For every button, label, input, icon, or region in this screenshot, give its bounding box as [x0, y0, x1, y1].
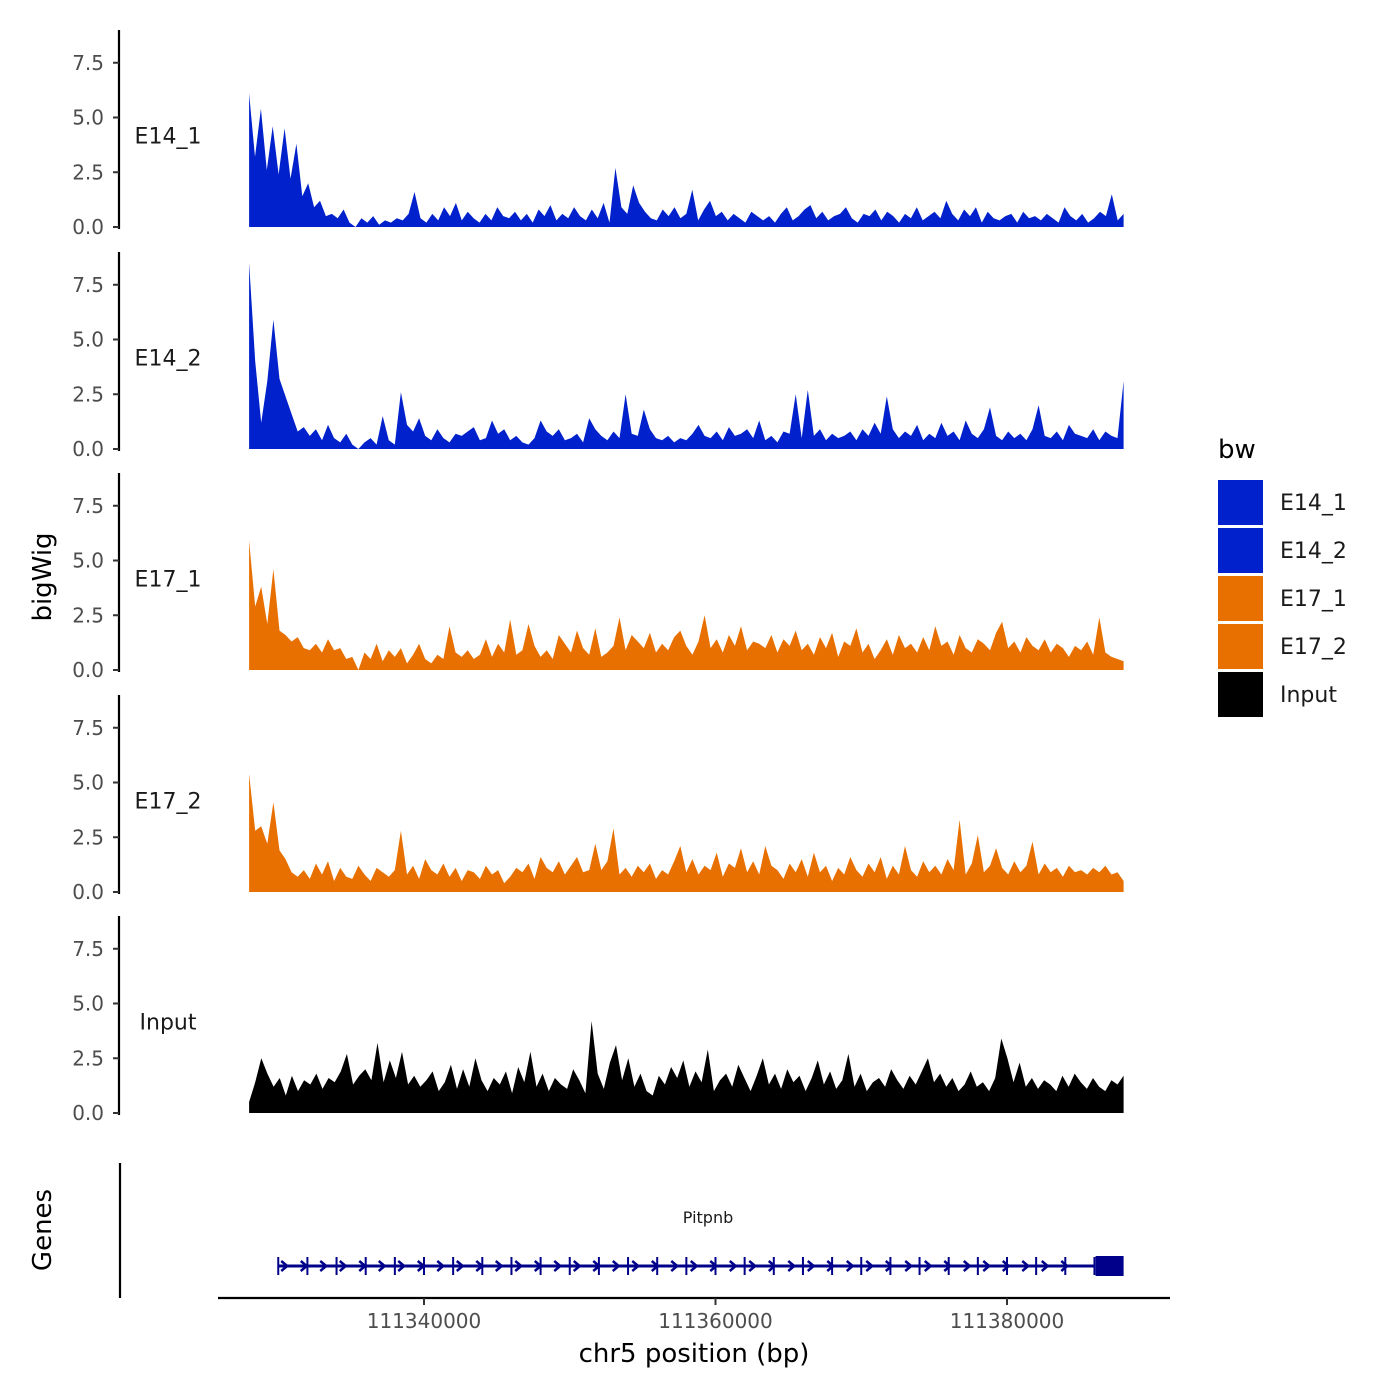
x-tick-label: 111380000: [950, 1309, 1065, 1333]
y-tick-label: 5.0: [72, 549, 104, 573]
x-axis: 111340000 111360000 111380000: [218, 1296, 1170, 1333]
track-Input: 0.0 2.5 5.0 7.5 Input: [72, 916, 1124, 1125]
strand-arrow: [377, 1260, 387, 1272]
strand-arrow: [280, 1260, 290, 1272]
track-E17_1: 0.0 2.5 5.0 7.5 E17_1: [72, 473, 1124, 682]
strand-arrow: [728, 1260, 738, 1272]
x-axis-title: chr5 position (bp): [579, 1339, 810, 1369]
y-axis-title: bigWig: [28, 532, 58, 621]
strand-arrow: [1040, 1260, 1050, 1272]
y-tick-label: 2.5: [72, 382, 104, 406]
track-label: E14_2: [135, 347, 202, 372]
y-tick-label: 2.5: [72, 603, 104, 627]
legend-swatch: [1218, 480, 1263, 525]
y-tick-label: 7.5: [72, 494, 104, 518]
coverage-area-E17_2: [249, 773, 1124, 892]
track-label: E17_2: [135, 790, 202, 815]
strand-arrow: [865, 1260, 875, 1272]
genes-axis-title: Genes: [28, 1189, 58, 1271]
strand-arrow: [338, 1260, 348, 1272]
strand-arrow: [943, 1260, 953, 1272]
y-tick-label: 0.0: [72, 437, 104, 461]
strand-arrow: [611, 1260, 621, 1272]
bigwig-tracks: 0.0 2.5 5.0 7.5 E14_1 0.0 2.5 5.0 7.5 E14_2 0.0 2.5…: [72, 30, 1124, 1125]
legend-label: E14_1: [1280, 491, 1347, 516]
strand-arrow: [845, 1260, 855, 1272]
strand-arrow: [436, 1260, 446, 1272]
track-label: E17_1: [135, 568, 202, 593]
strand-arrow: [982, 1260, 992, 1272]
legend-title: bw: [1218, 435, 1256, 465]
strand-arrow: [904, 1260, 914, 1272]
coverage-area-E14_1: [249, 93, 1124, 228]
legend: bw E14_1 E14_2 E17_1 E17_2 Input: [1218, 435, 1347, 717]
strand-arrow: [670, 1260, 680, 1272]
y-tick-label: 2.5: [72, 825, 104, 849]
y-tick-label: 7.5: [72, 273, 104, 297]
legend-label: E17_1: [1280, 587, 1347, 612]
strand-arrow: [1001, 1260, 1011, 1272]
strand-arrow: [553, 1260, 563, 1272]
y-tick-label: 2.5: [72, 160, 104, 184]
y-tick-label: 5.0: [72, 106, 104, 130]
track-E14_1: 0.0 2.5 5.0 7.5 E14_1: [72, 30, 1124, 239]
strand-arrow: [1060, 1260, 1070, 1272]
strand-arrow: [962, 1260, 972, 1272]
y-tick-label: 7.5: [72, 51, 104, 75]
y-tick-label: 7.5: [72, 716, 104, 740]
gene-track: Genes Pitpnb: [28, 1163, 1124, 1298]
strand-arrow: [572, 1260, 582, 1272]
track-E17_2: 0.0 2.5 5.0 7.5 E17_2: [72, 695, 1124, 904]
legend-swatch: [1218, 528, 1263, 573]
legend-swatch: [1218, 624, 1263, 669]
strand-arrow: [884, 1260, 894, 1272]
track-E14_2: 0.0 2.5 5.0 7.5 E14_2: [72, 252, 1124, 461]
y-tick-label: 7.5: [72, 937, 104, 961]
y-tick-label: 0.0: [72, 658, 104, 682]
strand-arrow: [1021, 1260, 1031, 1272]
gene-name-label: Pitpnb: [683, 1208, 733, 1227]
y-tick-label: 2.5: [72, 1046, 104, 1070]
y-tick-label: 5.0: [72, 328, 104, 352]
coverage-area-E17_1: [249, 540, 1124, 670]
strand-arrow: [748, 1260, 758, 1272]
y-tick-label: 5.0: [72, 771, 104, 795]
coverage-area-Input: [249, 1021, 1124, 1113]
strand-arrow: [397, 1260, 407, 1272]
y-tick-label: 0.0: [72, 1101, 104, 1125]
strand-arrow: [806, 1260, 816, 1272]
x-tick-label: 111340000: [367, 1309, 482, 1333]
strand-arrow: [319, 1260, 329, 1272]
strand-arrow: [455, 1260, 465, 1272]
strand-arrow: [494, 1260, 504, 1272]
strand-arrow: [923, 1260, 933, 1272]
strand-arrow: [631, 1260, 641, 1272]
legend-label: E14_2: [1280, 539, 1347, 564]
strand-arrow: [514, 1260, 524, 1272]
legend-label: Input: [1280, 683, 1337, 708]
gene-utr-block: [1095, 1256, 1124, 1276]
strand-arrow: [689, 1260, 699, 1272]
track-label: E14_1: [135, 125, 202, 150]
strand-arrow: [787, 1260, 797, 1272]
strand-arrow: [826, 1260, 836, 1272]
track-label: Input: [140, 1011, 197, 1036]
legend-swatch: [1218, 672, 1263, 717]
legend-label: E17_2: [1280, 635, 1347, 660]
y-tick-label: 0.0: [72, 880, 104, 904]
gene-model: [277, 1256, 1124, 1276]
coverage-area-E14_2: [249, 262, 1124, 449]
legend-swatch: [1218, 576, 1263, 621]
y-tick-label: 5.0: [72, 992, 104, 1016]
y-tick-label: 0.0: [72, 215, 104, 239]
x-tick-label: 111360000: [658, 1309, 773, 1333]
